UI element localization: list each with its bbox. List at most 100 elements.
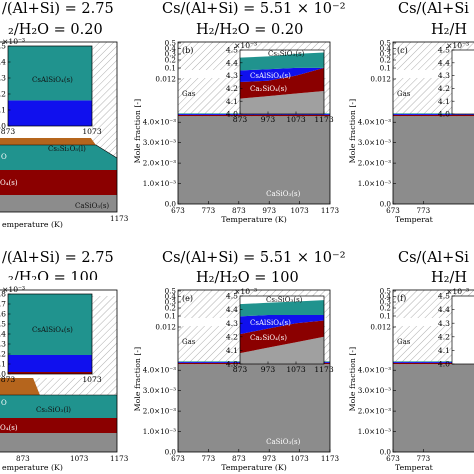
panel-d-inset-ytick-7: 3.7 [0, 300, 6, 309]
title-f-line1: Cs/(Al+Si [398, 250, 469, 266]
panel-c-xtick-0: 673 [386, 206, 400, 215]
panel-f-panel-letter: (f) [397, 294, 406, 303]
panel-b-ytick-up-5: 0.5 [165, 39, 177, 48]
panel-d-inset-ytick-0: 3.0 [0, 370, 6, 379]
panel-f-ylabel: Mole fraction [-] [348, 347, 357, 411]
panel-e-inset-label-csalsio4: CsAlSiO₄(s) [250, 319, 291, 327]
panel-a-inset-xtick-0: 873 [1, 127, 16, 136]
panel-e-xlabel: Temperature (K) [221, 463, 286, 472]
panel-b-inset-ytick-1: 4.1 [226, 97, 238, 106]
panel-a-inset-xtick-1: 1073 [82, 127, 101, 136]
panel-e-inset-frame [239, 295, 325, 365]
panel-e-inset-area-3 [240, 300, 324, 317]
panel-e-xtick-2: 873 [232, 454, 246, 463]
panel-b-ytick-up-1: 0.1 [165, 64, 176, 73]
panel-e-ytick-up-3: 0.3 [165, 298, 177, 307]
panel-c-inset-ytick-1: 4.1 [438, 97, 450, 106]
panel-c-inset-ytick-2: 4.2 [438, 84, 450, 93]
title-b-line2: H₂/H₂O = 0.20 [196, 22, 303, 38]
title-a-line2: ₂/H₂O = 0.20 [8, 22, 103, 38]
title-d-line1: /(Al+Si) = 2.75 [2, 250, 114, 266]
panel-e-ytick-up-4: 0.4 [165, 292, 177, 301]
panel-b-inset-area-2 [240, 67, 324, 82]
panel-d-label-cs2sio3: Cs₂SiO₃(l) [36, 406, 71, 414]
panel-c-ytick-3: 3.0×10⁻³ [358, 138, 391, 147]
panel-e-ytick-2: 2.0×10⁻³ [143, 407, 176, 416]
panel-d-gray-region [0, 433, 117, 452]
panel-d-label-o4: O₄(s) [0, 424, 18, 432]
panel-e-xtick-4: 1073 [290, 454, 309, 463]
panel-f-inset-ytick-1: 4.1 [438, 346, 450, 355]
panel-e-ytick-up-5: 0.5 [165, 287, 177, 296]
panel-c-area-csalsio4-strip [393, 113, 474, 115]
panel-f-inset-frame [451, 295, 474, 365]
panel-d-xtick-873: 873 [16, 454, 30, 463]
panel-f-ytick-0: 0.0 [380, 448, 392, 457]
panel-b: 0.01.0×10⁻³2.0×10⁻³3.0×10⁻³4.0×10⁻³0.012… [133, 39, 340, 225]
panel-b-ytick-1: 1.0×10⁻³ [143, 179, 176, 188]
panel-d-inset-ytick-2: 3.2 [0, 350, 6, 359]
panel-f-inset-bg [452, 296, 474, 364]
panel-e-inset-area-1 [240, 320, 324, 354]
panel-d-inset-ytick-6: 3.6 [0, 310, 6, 319]
panel-d-teal-region [0, 395, 117, 418]
panel-a-inset-frame [7, 45, 93, 127]
panel-a-inset-area-1 [8, 100, 92, 126]
panel-f-inset-ytick-3: 4.3 [438, 319, 450, 328]
panel-b-inset-ytick-2: 4.2 [226, 84, 238, 93]
panel-f-xlabel: Temperat [395, 463, 434, 472]
panel-a-inset-exponent: ×10⁻³ [2, 37, 25, 46]
panel-c-ytick-1: 1.0×10⁻³ [358, 179, 391, 188]
panel-b-xtick-5: 1173 [321, 206, 340, 215]
panel-c-ytick-up-3: 0.3 [380, 50, 392, 59]
panel-f: 0.01.0×10⁻³2.0×10⁻³3.0×10⁻³4.0×10⁻³0.012… [348, 287, 474, 472]
panel-b-inset-ytick-3: 4.3 [226, 71, 238, 80]
panel-e-inset-ytick-3: 4.3 [226, 319, 238, 328]
panel-a-label-cs2si2o5: Cs₂Si₂O₅(l) [48, 145, 86, 153]
panel-c-ytick-up-1: 0.1 [380, 64, 391, 73]
panel-b-ylabel: Mole fraction [-] [133, 99, 142, 163]
panel-b-frame [177, 41, 331, 205]
panel-a-label-casio3: CaSiO₃(s) [75, 202, 109, 210]
panel-f-ytick-1: 1.0×10⁻³ [358, 427, 391, 436]
panel-b-inset-xtick-0: 873 [233, 115, 248, 124]
panel-b-inset-label-cs2sio3: Cs₂SiO₃(s) [268, 50, 305, 58]
panel-c-label-gas: Gas [397, 90, 411, 98]
panel-b-xlabel: Temperature (K) [221, 215, 286, 224]
panel-a-darkred-region [0, 170, 117, 195]
panel-b-ytick-0: 0.0 [165, 200, 177, 209]
panel-f-frame [392, 289, 474, 453]
panel-e-inset-ytick-0: 4.0 [226, 360, 238, 369]
panel-b-inset-label-csalsio4: CsAlSiO₄(s) [250, 72, 291, 80]
panel-e-inset-exponent: ×10⁻³ [234, 287, 257, 296]
panel-a-label-o4: O₄(s) [0, 179, 18, 187]
panel-a-inset-ytick-3: 3.3 [0, 74, 6, 83]
panel-e-ytick-up-2: 0.2 [165, 304, 176, 313]
panel-d-xtick-1173: 1173 [110, 454, 129, 463]
panel-c-inset-ytick-5: 4.5 [438, 46, 450, 55]
panel-d-inset-xtick-1: 1073 [82, 375, 101, 384]
title-c-line2: H₂/H [431, 22, 467, 38]
panel-e-ytick-4: 4.0×10⁻³ [143, 366, 176, 375]
panel-a-xlabel: emperature (K) [2, 220, 63, 229]
panel-e-ytick-0: 0.0 [165, 448, 177, 457]
panel-e: 0.01.0×10⁻³2.0×10⁻³3.0×10⁻³4.0×10⁻³0.012… [133, 287, 340, 473]
panel-a-gray-region [0, 195, 117, 212]
panel-c-ytick-up-2: 0.2 [380, 56, 391, 65]
panel-b-area-casio3 [178, 116, 330, 204]
panel-b-inset-frame [239, 49, 325, 115]
panel-e-xtick-3: 973 [262, 454, 276, 463]
panel-c-inset-ytick-0: 4.0 [438, 110, 450, 119]
panel-a-inset: 3.0 3.1 3.2 3.3 3.4 3.5×10⁻³ 873 1073 CsAlSiO₄(s… [0, 37, 102, 136]
panel-c-inset-frame [451, 49, 474, 115]
title-e-line2: H₂/H₂O = 100 [196, 270, 299, 286]
panel-b-ytick-up-3: 0.3 [165, 50, 177, 59]
panel-a-teal-region [0, 145, 117, 170]
panel-e-ytick-up-0: 0.012 [155, 323, 176, 332]
panel-f-inset-ytick-5: 4.5 [438, 292, 450, 301]
panel-b-ytick-up-0: 0.012 [155, 75, 176, 84]
panel-d-inset-exponent: ×10⁻³ [2, 285, 25, 294]
panel-a-inset-ytick-4: 3.4 [0, 58, 6, 67]
panel-b-inset-xtick-3: 1173 [314, 115, 333, 124]
